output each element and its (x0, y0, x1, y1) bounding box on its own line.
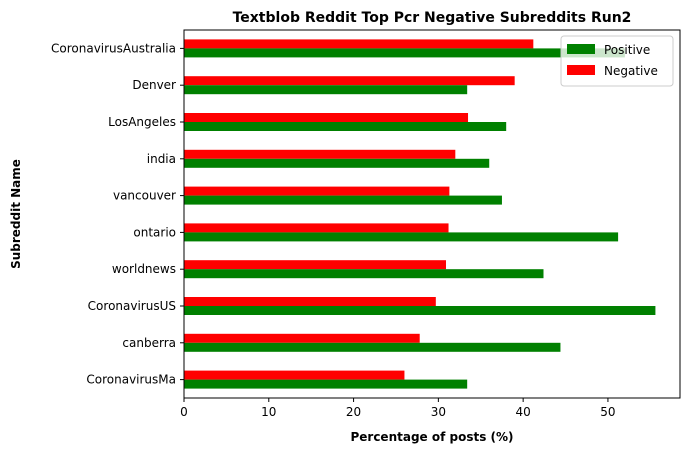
x-tick-label: 0 (180, 405, 188, 419)
legend: Positive Negative (560, 35, 674, 87)
x-tick-label: 40 (516, 405, 531, 419)
legend-label-negative: Negative (604, 64, 658, 78)
bar-negative (184, 223, 449, 233)
y-tick-label: vancouver (113, 189, 176, 203)
bar-positive (184, 85, 468, 95)
bar-negative (184, 39, 534, 49)
bar-negative (184, 297, 436, 306)
x-tick-label: 10 (261, 405, 276, 419)
y-tick-label: worldnews (112, 262, 176, 276)
bar-negative (184, 186, 450, 196)
bar-negative (184, 260, 446, 270)
y-tick-label: ontario (133, 225, 176, 239)
y-tick-label: Denver (132, 78, 176, 92)
y-tick-label: CoronavirusUS (88, 299, 176, 313)
plot-frame (183, 29, 681, 399)
bar-positive (184, 379, 468, 389)
y-tick-label: india (147, 152, 176, 166)
bar-positive (184, 269, 544, 279)
bar-negative (184, 76, 515, 86)
y-tick-label: canberra (122, 336, 176, 350)
legend-swatch-negative (567, 65, 595, 75)
x-tick-label: 30 (431, 405, 446, 419)
bar-negative (184, 370, 405, 380)
x-axis-label: Percentage of posts (%) (350, 430, 513, 444)
bar-positive (184, 232, 619, 242)
bar-positive (184, 342, 561, 352)
bar-negative (184, 333, 420, 343)
bar-positive (184, 48, 625, 58)
y-tick-label: CoronavirusAustralia (51, 41, 176, 55)
y-axis: CoronavirusAustralia Denver LosAngeles indi… (51, 41, 184, 387)
bars-layer (184, 39, 656, 389)
y-tick-label: CoronavirusMa (86, 373, 176, 387)
chart-title: Textblob Reddit Top Pcr Negative Subredd… (233, 10, 632, 26)
bar-positive (184, 122, 507, 131)
x-axis: 0 10 20 30 40 50 (180, 398, 616, 419)
legend-label-positive: Positive (604, 43, 650, 57)
y-tick-label: LosAngeles (108, 115, 176, 129)
bar-positive (184, 158, 490, 168)
x-tick-label: 20 (346, 405, 361, 419)
x-tick-label: 50 (600, 405, 615, 419)
bar-negative (184, 149, 456, 159)
legend-swatch-positive (567, 44, 595, 54)
y-axis-label: Subreddit Name (9, 159, 23, 269)
bar-positive (184, 195, 502, 205)
bar-negative (184, 113, 469, 122)
bar-positive (184, 306, 656, 315)
